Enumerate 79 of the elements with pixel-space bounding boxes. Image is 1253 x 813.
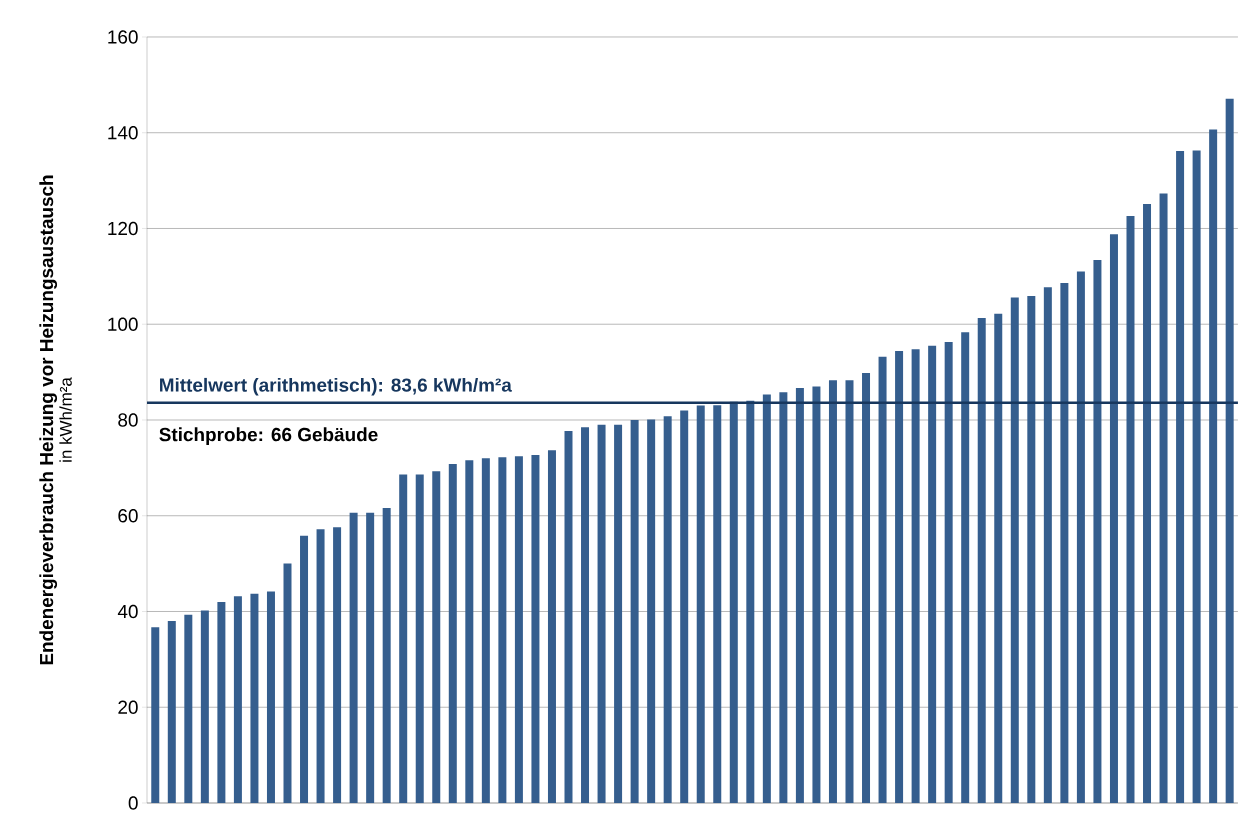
bar [928, 345, 937, 803]
bar [531, 454, 540, 803]
bar [828, 380, 837, 803]
bar [1159, 193, 1168, 803]
bar [432, 471, 441, 803]
bar [680, 410, 689, 803]
bar [481, 458, 490, 803]
bar [862, 373, 871, 803]
bar [1176, 150, 1185, 803]
y-tick-label: 80 [118, 413, 138, 427]
bar [1027, 295, 1036, 803]
bar [233, 596, 242, 803]
bar [696, 405, 705, 803]
bar [1043, 287, 1052, 803]
bar [349, 512, 358, 803]
y-tick-label: 140 [108, 126, 138, 140]
text: in kWh/m²a [59, 377, 72, 462]
bar [729, 401, 738, 803]
bar [366, 512, 375, 803]
y-tick-label: 60 [118, 509, 138, 523]
y-tick-label: 160 [108, 30, 138, 44]
bar [547, 450, 556, 803]
bar [1109, 234, 1118, 803]
y-axis-title: Endenergieverbrauch Heizung vor Heizungsaustausch [39, 175, 58, 665]
bar [498, 457, 507, 803]
bar [300, 535, 309, 803]
y-tick-label: 0 [128, 796, 138, 810]
bar [795, 387, 804, 803]
bar [465, 460, 474, 803]
bar [1010, 297, 1019, 803]
bar [564, 431, 573, 803]
bar [266, 591, 275, 803]
bar [961, 332, 970, 803]
bar [713, 405, 722, 803]
bar [514, 456, 523, 803]
bar [1143, 204, 1152, 803]
bar [977, 318, 986, 803]
y-tick-label: 120 [108, 221, 138, 236]
bar [399, 474, 408, 803]
bar [911, 349, 920, 803]
bar [167, 621, 176, 803]
bar [994, 313, 1003, 803]
bar [415, 474, 424, 803]
bar [614, 424, 623, 803]
bar [762, 394, 771, 803]
y-tick-label: 20 [118, 700, 138, 714]
bar [1076, 271, 1085, 803]
bar [663, 416, 672, 803]
bar [878, 356, 887, 803]
bar [944, 341, 953, 803]
bar [333, 527, 342, 803]
bar [151, 627, 160, 803]
bar [845, 380, 854, 803]
bar [448, 464, 457, 803]
bar [1225, 98, 1234, 803]
bar [1060, 283, 1069, 803]
ref-line-label: Mittelwert (arithmetisch): 83,6 kWh/m²a [160, 377, 512, 396]
bar [597, 424, 606, 803]
bar [1093, 260, 1102, 803]
bar [581, 427, 590, 803]
bar [283, 563, 292, 803]
bar [895, 351, 904, 803]
bar [382, 508, 391, 803]
bar [1209, 129, 1218, 803]
bar [647, 419, 656, 803]
bar [1192, 150, 1201, 803]
bar [250, 593, 259, 803]
bar [746, 400, 755, 803]
bar [200, 610, 209, 803]
y-tick-label: 40 [117, 604, 138, 619]
bar [630, 419, 639, 803]
bar [1126, 216, 1135, 803]
bar [184, 614, 193, 803]
bar [316, 529, 325, 803]
y-tick-label: 100 [108, 317, 138, 331]
bar [217, 601, 226, 803]
bar [779, 392, 788, 803]
bar [812, 386, 821, 803]
annotation: Stichprobe: 66 Gebäude [159, 427, 378, 445]
